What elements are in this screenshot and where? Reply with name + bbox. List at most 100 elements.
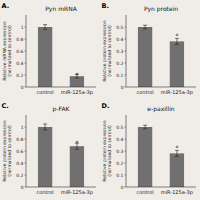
figure: 0 0.2 0.4 0.6 0.8 1 control miR-125a-3p Pyn mRNA…: [0, 0, 200, 200]
x-tick-label: control: [36, 189, 53, 195]
x-tick-label: control: [136, 189, 153, 195]
y-tick-label: 1: [21, 25, 24, 30]
y-tick-label: 0.3: [116, 49, 123, 54]
title: p-FAK: [53, 105, 71, 113]
panel-label: B.: [102, 2, 109, 10]
x-axis: [126, 187, 196, 188]
x-tick-label: miR-125a-3p: [61, 89, 93, 96]
x-axis: [126, 87, 196, 88]
y-tick: [25, 87, 27, 88]
marks: [138, 25, 184, 87]
bar: [70, 146, 84, 187]
y-tick: [25, 139, 27, 140]
error-bar: [143, 125, 147, 129]
panel: 0 0.2 0.4 0.6 0.8 1 control miR-125a-3p Pyn mRNA…: [2, 2, 97, 96]
x-axis: [26, 187, 96, 188]
bar: [170, 153, 184, 187]
y-axis: [126, 15, 127, 87]
annotation: *: [175, 144, 178, 151]
y-label: Relative protein expression(normalized t…: [2, 120, 12, 181]
y-tick-label: 0.2: [116, 161, 123, 166]
y-tick-label: 0: [121, 85, 124, 90]
y-tick-label: 0.5: [116, 25, 123, 30]
y-tick-label: 0: [21, 85, 24, 90]
error-cap: [43, 29, 47, 30]
error-cap: [143, 28, 147, 29]
y-tick: [125, 151, 127, 152]
y-tick: [25, 163, 27, 164]
error-cap: [175, 44, 179, 45]
y-label-line: (normalized to control): [107, 125, 112, 177]
title: Pyn protein: [144, 5, 178, 13]
panel: 00.20.40.60.81controlmiR-125a-3pp-FAKRel…: [2, 102, 97, 196]
x-tick-label: control: [36, 89, 53, 95]
error-bar: [43, 124, 47, 130]
y-tick-label: 0: [121, 185, 124, 190]
y-label-line: (normalized to control): [7, 125, 12, 177]
y-tick-label: 0.4: [16, 161, 23, 166]
error-cap: [43, 130, 47, 131]
bar: [38, 27, 52, 87]
error-cap: [43, 24, 47, 25]
y-label-line: (normalized to control): [7, 25, 12, 77]
x-tick-label: control: [136, 89, 153, 95]
y-tick-label: 0.5: [116, 125, 123, 130]
y-axis: [26, 115, 27, 187]
error-cap: [75, 149, 79, 150]
y-tick: [25, 39, 27, 40]
bar: [138, 127, 152, 187]
y-tick: [25, 63, 27, 64]
panel-label: A.: [2, 2, 10, 10]
annotation: *: [75, 139, 78, 146]
y-tick-label: 0.8: [16, 137, 23, 142]
y-tick-label: 0.2: [116, 61, 123, 66]
y-label: Relative mRNA expression(normalized to c…: [2, 21, 12, 80]
y-tick-label: 0.3: [116, 149, 123, 154]
panel: 00.10.20.30.40.5controlmiR-125a-3pe-paxi…: [102, 102, 197, 196]
title: Pyn mRNA: [45, 5, 77, 13]
y-tick-label: 0.2: [16, 173, 23, 178]
y-tick: [125, 139, 127, 140]
marks: [138, 125, 184, 187]
marks: [38, 25, 84, 87]
y-label-line: (normalized to control): [107, 25, 112, 77]
y-label: Relative protein expression(normalized t…: [102, 120, 112, 181]
y-tick-label: 0.6: [16, 149, 23, 154]
y-tick: [125, 87, 127, 88]
annotation: *: [175, 32, 178, 39]
error-cap: [143, 128, 147, 129]
y-tick: [25, 151, 27, 152]
error-line: [45, 25, 46, 30]
y-axis: [26, 15, 27, 87]
error-bar: [143, 25, 147, 29]
x-tick-label: miR-125a-3p: [161, 189, 193, 196]
y-tick-label: 0.6: [16, 49, 23, 54]
error-line: [176, 38, 177, 44]
y-tick-label: 0.2: [16, 73, 23, 78]
y-tick-label: 1: [21, 125, 24, 130]
error-line: [45, 124, 46, 130]
y-tick: [125, 39, 127, 40]
panel-label: D.: [102, 102, 110, 110]
y-tick-label: 0.8: [16, 37, 23, 42]
y-tick-label: 0.1: [116, 73, 123, 78]
x-axis: [26, 87, 96, 88]
error-line: [176, 150, 177, 156]
error-bar: [43, 25, 47, 30]
y-tick: [25, 27, 27, 28]
annotation: *: [75, 71, 78, 78]
error-bar: [175, 38, 179, 44]
x-tick-label: miR-125a-3p: [161, 89, 193, 96]
error-cap: [175, 156, 179, 157]
y-tick-label: 0.4: [16, 61, 23, 66]
y-tick: [125, 75, 127, 76]
panel: 00.10.20.30.40.5controlmiR-125a-3pPyn pr…: [102, 2, 197, 96]
panel-label: C.: [2, 102, 9, 110]
y-tick: [125, 175, 127, 176]
bar: [38, 127, 52, 187]
error-cap: [143, 125, 147, 126]
marks: [38, 124, 84, 187]
y-label: Relative protein expression(normalized t…: [102, 20, 112, 81]
y-tick-label: 0.4: [116, 137, 123, 142]
y-tick: [125, 127, 127, 128]
